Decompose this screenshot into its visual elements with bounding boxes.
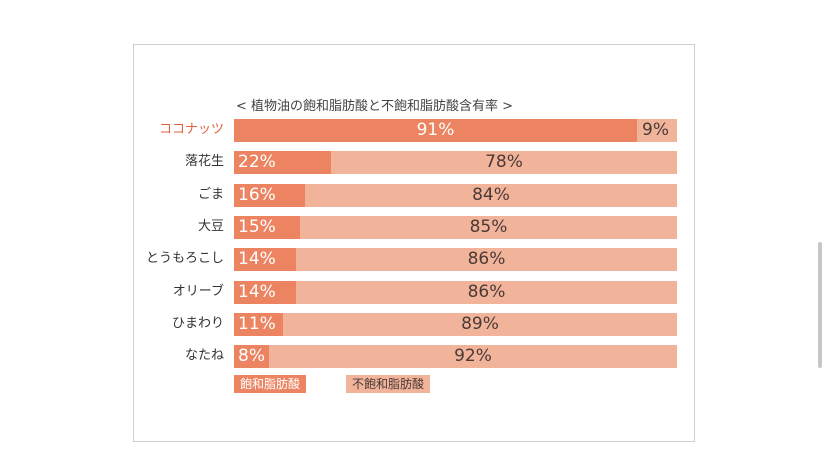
data-label: 92% (454, 346, 492, 366)
category-label: ごま (197, 187, 224, 202)
data-label: 89% (461, 314, 499, 334)
data-label: 16% (238, 185, 276, 205)
data-label: 86% (467, 249, 506, 269)
data-label: 78% (485, 152, 523, 172)
category-label: とうもろこし (145, 251, 224, 266)
legend-unsaturated: 不飽和脂肪酸 (346, 375, 431, 393)
bar-saturated: 91% (234, 119, 637, 142)
bar-row: 15% 85% (234, 216, 677, 239)
bar-saturated: 14% (234, 248, 296, 271)
data-label: 9% (642, 120, 669, 140)
data-label: 14% (238, 249, 276, 269)
bar-unsaturated: 89% (283, 313, 677, 336)
bar-row: 22% 78% (234, 151, 677, 174)
bar-unsaturated: 84% (305, 184, 677, 207)
bar-row: 14% 86% (234, 281, 677, 304)
bar-saturated: 8% (234, 345, 269, 368)
category-label: なたね (184, 348, 224, 363)
bar-unsaturated: 85% (300, 216, 677, 239)
data-label: 91% (416, 120, 455, 140)
category-label: 大豆 (197, 219, 224, 234)
data-label: 85% (469, 217, 508, 237)
data-label: 8% (238, 346, 265, 366)
bar-saturated: 16% (234, 184, 305, 207)
bar-saturated: 11% (234, 313, 283, 336)
data-label: 86% (467, 282, 506, 302)
bar-row: 8% 92% (234, 345, 677, 368)
bar-unsaturated: 92% (269, 345, 677, 368)
bar-saturated: 14% (234, 281, 296, 304)
category-label: ひまわり (171, 316, 224, 331)
scrollbar[interactable] (818, 242, 822, 368)
data-label: 11% (238, 314, 276, 334)
bar-unsaturated: 86% (296, 281, 677, 304)
bar-unsaturated: 86% (296, 248, 677, 271)
bar-saturated: 22% (234, 151, 331, 174)
bar-row: 11% 89% (234, 313, 677, 336)
category-label: 落花生 (184, 154, 224, 169)
bar-unsaturated: 9% (637, 119, 677, 142)
data-label: 15% (238, 217, 276, 237)
category-label: オリーブ (172, 284, 224, 299)
data-label: 22% (238, 152, 276, 172)
data-label: 14% (238, 282, 276, 302)
data-label: 84% (472, 185, 510, 205)
bar-unsaturated: 78% (331, 151, 677, 174)
bar-row: 14% 86% (234, 248, 677, 271)
bar-row: 91% 9% (234, 119, 677, 142)
legend-saturated: 飽和脂肪酸 (234, 375, 307, 393)
category-label: ココナッツ (158, 122, 224, 137)
bar-saturated: 15% (234, 216, 300, 239)
bar-row: 16% 84% (234, 184, 677, 207)
chart-title: < 植物油の飽和脂肪酸と不飽和脂肪酸含有率 > (236, 99, 514, 114)
